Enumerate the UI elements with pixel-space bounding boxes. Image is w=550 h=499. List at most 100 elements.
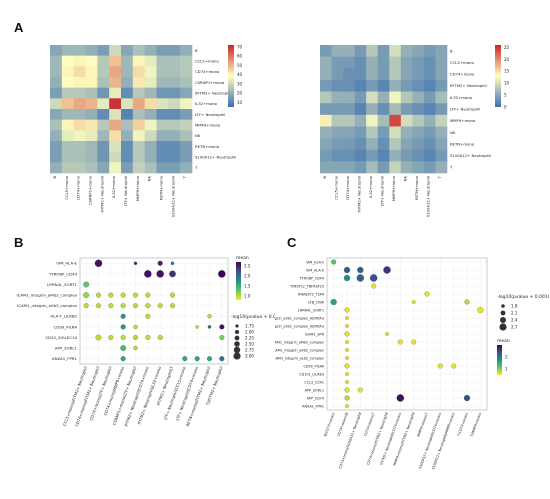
dot	[385, 332, 389, 336]
row-label: ICAM1_integrin_aXb2_complex	[275, 348, 324, 352]
dot	[345, 380, 349, 384]
heatmap-cell	[109, 66, 122, 78]
col-label: CD74+mono|B	[337, 411, 350, 437]
color-legend-title: mean	[236, 256, 249, 261]
heatmap-cell	[343, 45, 355, 57]
size-legend-label: 2.25	[245, 336, 254, 341]
heatmap-cell	[132, 87, 145, 99]
dot	[170, 292, 176, 298]
heatmap-cell	[180, 77, 193, 88]
dot	[464, 299, 470, 305]
size-legend-title: -log10(pvalue + 0.001)	[231, 314, 275, 320]
heatmap-cell	[423, 138, 436, 151]
row-label: RETN+mono	[450, 141, 475, 146]
row-label: VIM_HLA-E	[306, 268, 324, 272]
heatmap-cell	[97, 141, 110, 152]
heatmap-cell	[73, 130, 86, 142]
dot	[345, 348, 349, 352]
dot	[357, 266, 364, 274]
dot	[477, 306, 484, 314]
dot	[170, 303, 176, 309]
heatmap-cell	[320, 138, 332, 151]
colorbar-tick: 15	[504, 69, 510, 74]
dot	[120, 356, 126, 362]
heatmap-cell	[61, 130, 74, 142]
col-label: IL32+mono	[368, 175, 373, 198]
colorbar	[228, 45, 234, 107]
heatmap-cell	[168, 141, 181, 152]
dot	[108, 303, 114, 309]
dot	[169, 270, 176, 278]
dot	[182, 356, 188, 362]
heatmap-cell	[366, 68, 379, 81]
heatmap-cell	[435, 161, 448, 174]
heatmap-cell	[366, 79, 379, 92]
heatmap-cell	[343, 138, 355, 151]
heatmap-cell	[121, 55, 134, 67]
dot	[207, 314, 212, 319]
heatmap-cell	[389, 161, 402, 174]
heatmap-cell	[97, 151, 110, 163]
size-legend-dot	[233, 346, 241, 354]
col-label: B|CD74+mono	[323, 412, 335, 437]
heatmap-cell	[50, 55, 63, 67]
size-legend-label: 2.1	[511, 311, 518, 316]
heatmap-cell	[85, 98, 98, 110]
heatmap-cell	[144, 109, 157, 120]
heatmap-cell	[435, 114, 448, 127]
heatmap-cell	[85, 141, 98, 152]
heatmap-cell	[109, 55, 122, 67]
size-legend-label: 3.00	[245, 354, 254, 359]
heatmap-cell	[423, 149, 436, 162]
color-legend-tick: 1.0	[244, 294, 251, 299]
size-legend-label: 1.8	[511, 304, 518, 309]
heatmap-cell	[320, 79, 332, 92]
heatmap-cell	[354, 149, 367, 162]
heatmap-cell	[73, 151, 86, 163]
heatmap-cell	[377, 103, 390, 116]
heatmap-cell	[132, 130, 145, 142]
heatmap-cell	[320, 45, 332, 57]
heatmap-cell	[354, 68, 367, 81]
row-label: S100A12+ Neutrophil	[450, 153, 491, 158]
heatmap-cell	[156, 162, 169, 174]
heatmap-cell	[144, 151, 157, 163]
row-label: MMP9+mono	[195, 123, 221, 128]
heatmap-cell	[331, 91, 344, 104]
color-legend-title: mean	[497, 339, 510, 344]
heatmap-cell	[180, 55, 193, 67]
dot	[344, 395, 350, 401]
row-label: HLA-F_LILRB2	[50, 314, 77, 319]
heatmap-cell	[400, 103, 413, 116]
heatmap-cell	[109, 119, 122, 131]
row-label: CD52_SIGLEC10	[45, 335, 77, 340]
colorbar-tick: 10	[504, 81, 510, 86]
col-label: S100A12+ Neutrophil	[426, 176, 431, 217]
dot	[463, 394, 471, 402]
heatmap-cell	[85, 45, 98, 56]
heatmap-cell	[97, 66, 110, 78]
col-label: S100A12+ Neutrophil	[170, 176, 175, 217]
col-label: MMP9+mono	[391, 175, 396, 201]
heatmap-cell	[366, 103, 379, 116]
heatmap-cell	[366, 149, 379, 162]
heatmap-cell	[109, 87, 122, 99]
heatmap-cell	[343, 79, 355, 92]
size-legend-title: -log10(pvalue + 0.001)	[497, 294, 550, 300]
col-label: RETN+mono	[158, 175, 163, 200]
heatmap-cell	[331, 79, 344, 92]
heatmap-cell	[121, 130, 134, 142]
heatmap-cell	[121, 77, 134, 88]
heatmap-cell	[377, 161, 390, 174]
heatmap-cell	[331, 161, 344, 174]
heatmap-cell	[343, 114, 355, 127]
dot	[411, 339, 417, 345]
heatmap-cell	[144, 45, 157, 56]
heatmap-cell	[400, 79, 413, 92]
heatmap-cell	[343, 56, 355, 69]
heatmap-cell	[73, 162, 86, 174]
heatmap-cell	[132, 55, 145, 67]
heatmap-cell	[97, 162, 110, 174]
heatmap-cell	[121, 151, 134, 163]
dot	[95, 334, 102, 341]
